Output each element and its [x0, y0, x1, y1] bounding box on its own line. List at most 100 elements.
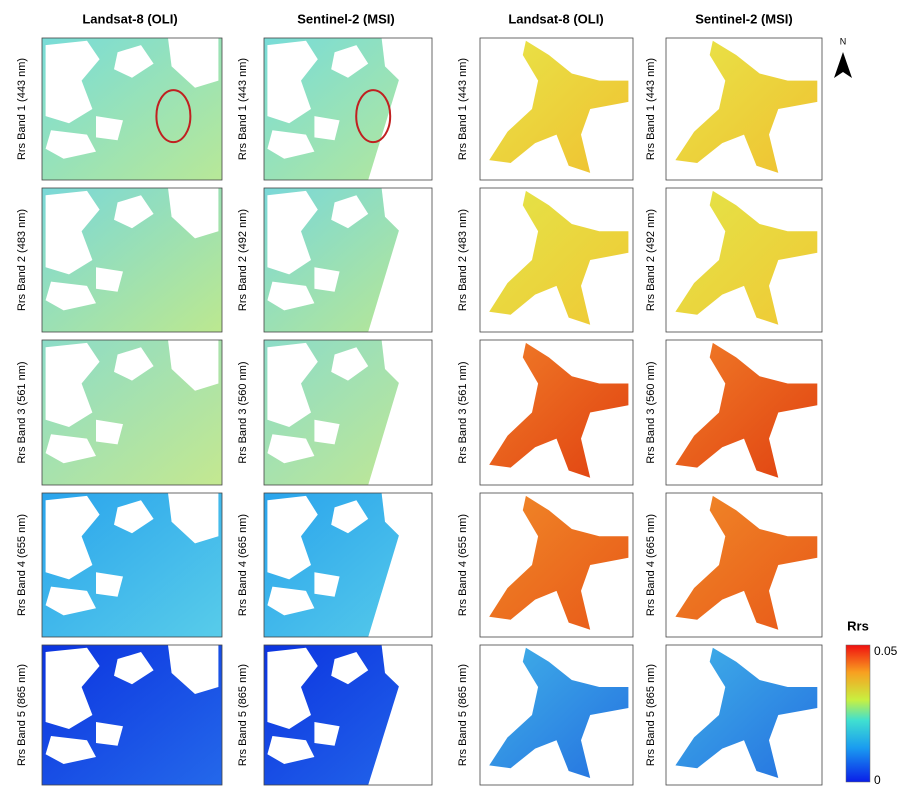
column-header: Sentinel-2 (MSI) [695, 11, 793, 26]
land-mask [114, 195, 154, 229]
highlight-ellipse [155, 89, 192, 144]
land-mask [331, 195, 369, 229]
land-mask [267, 281, 315, 311]
water-body [675, 190, 818, 325]
panel-frame [665, 492, 823, 638]
map-panel [263, 339, 433, 486]
band-label: Rrs Band 4 (665 nm) [645, 514, 657, 616]
land-mask [168, 340, 219, 391]
land-mask [114, 652, 154, 685]
map-panel [479, 187, 634, 333]
colorbar-title: Rrs [847, 618, 869, 633]
map-panel [263, 644, 433, 786]
panel-frame [263, 644, 433, 786]
column-header: Sentinel-2 (MSI) [297, 11, 395, 26]
panel-frame [263, 187, 433, 333]
map-panel [479, 339, 634, 486]
map-panel [665, 187, 823, 333]
band-label: Rrs Band 5 (865 nm) [457, 664, 469, 766]
water-body [489, 190, 629, 325]
land-mask [45, 647, 100, 729]
land-mask [45, 130, 96, 159]
land-mask [45, 434, 96, 464]
band-label: Rrs Band 2 (483 nm) [457, 209, 469, 311]
colorbar-min: 0 [874, 773, 881, 787]
land-mask [168, 493, 219, 544]
panel-frame [665, 644, 823, 786]
land-mask [267, 190, 318, 275]
land-mask [267, 434, 315, 464]
panel-frame [263, 339, 433, 486]
land-mask [168, 188, 219, 239]
land-mask [96, 722, 123, 746]
band-label: Rrs Band 5 (865 nm) [645, 664, 657, 766]
water-body [675, 40, 818, 173]
land-mask [114, 500, 154, 534]
map-panel [41, 644, 223, 786]
land-mask [314, 419, 340, 445]
map-panel [41, 492, 223, 638]
land-mask [96, 116, 123, 141]
water-body [489, 495, 629, 630]
panel-frame [263, 37, 433, 181]
band-label: Rrs Band 3 (561 nm) [16, 361, 28, 463]
map-panel [41, 187, 223, 333]
map-panel [263, 37, 433, 181]
map-panel [665, 37, 823, 181]
water-body [489, 40, 629, 173]
land-mask [331, 652, 369, 685]
land-mask [314, 267, 340, 292]
land-mask [168, 38, 219, 88]
map-panel [41, 339, 223, 486]
land-mask [114, 45, 154, 78]
band-label: Rrs Band 5 (865 nm) [16, 664, 28, 766]
colorbar-max: 0.05 [874, 644, 898, 658]
land-mask [267, 40, 318, 124]
panel-frame [41, 644, 223, 786]
panel-frame [665, 187, 823, 333]
highlight-ellipse [355, 89, 392, 144]
land-mask [96, 419, 123, 445]
map-panel [41, 37, 223, 181]
land-mask [314, 572, 340, 597]
land-mask [267, 495, 318, 580]
land-mask [45, 342, 100, 427]
map-panel [479, 644, 634, 786]
map-panel [263, 492, 433, 638]
panel-frame [479, 37, 634, 181]
column-header: Landsat-8 (OLI) [82, 11, 177, 26]
panel-frame [41, 492, 223, 638]
map-panel [263, 187, 433, 333]
land-mask [45, 586, 96, 616]
north-arrow: N [834, 36, 852, 78]
band-label: Rrs Band 4 (665 nm) [237, 514, 249, 616]
land-mask [267, 647, 318, 729]
land-mask [45, 281, 96, 311]
panel-frame [41, 37, 223, 181]
panel-frame [41, 339, 223, 486]
water-body [489, 647, 629, 778]
panel-frame [479, 339, 634, 486]
no-data-edge [368, 38, 432, 180]
land-mask [267, 586, 315, 616]
land-mask [331, 45, 369, 78]
panel-frame [479, 644, 634, 786]
band-label: Rrs Band 2 (492 nm) [645, 209, 657, 311]
north-label: N [840, 36, 847, 46]
panel-frame [479, 187, 634, 333]
land-mask [314, 722, 340, 746]
water-body [675, 342, 818, 478]
band-label: Rrs Band 1 (443 nm) [237, 58, 249, 160]
map-panel [665, 644, 823, 786]
land-mask [267, 736, 315, 764]
land-mask [45, 736, 96, 764]
panel-frame [263, 492, 433, 638]
panel-frame [41, 187, 223, 333]
land-mask [267, 342, 318, 427]
colorbar-scale [845, 644, 871, 783]
column-header: Landsat-8 (OLI) [508, 11, 603, 26]
land-mask [45, 40, 100, 124]
band-label: Rrs Band 2 (492 nm) [237, 209, 249, 311]
band-label: Rrs Band 3 (560 nm) [237, 361, 249, 463]
